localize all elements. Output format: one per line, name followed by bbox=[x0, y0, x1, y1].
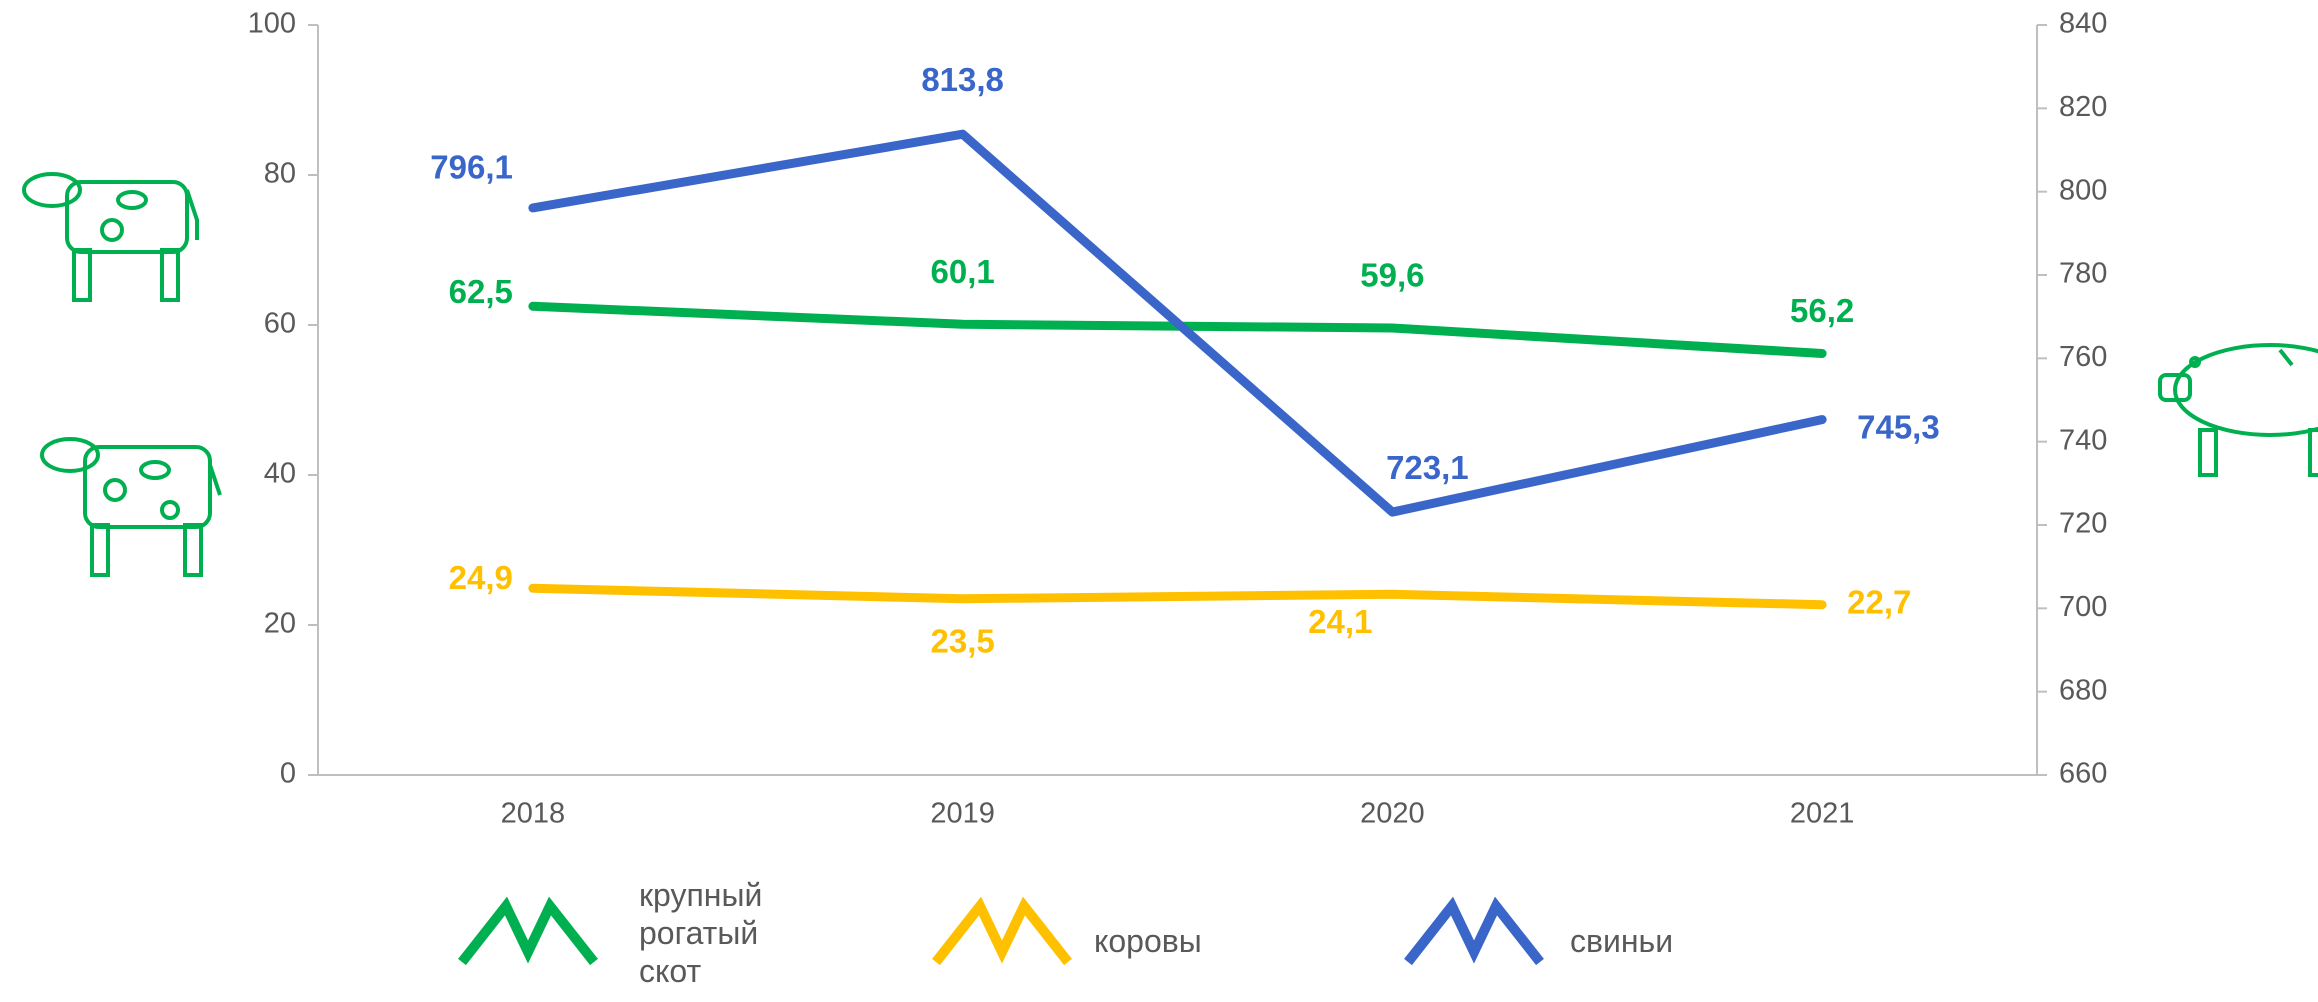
y2-tick-label: 760 bbox=[2059, 341, 2107, 373]
data-label: 813,8 bbox=[921, 61, 1004, 98]
data-label: 796,1 bbox=[430, 149, 513, 186]
y2-tick-label: 780 bbox=[2059, 258, 2107, 290]
data-label: 723,1 bbox=[1386, 449, 1469, 486]
y2-tick-label: 700 bbox=[2059, 591, 2107, 623]
legend-swatch bbox=[1404, 896, 1544, 966]
y2-tick-label: 680 bbox=[2059, 674, 2107, 706]
legend-label: крупный рогатый скот bbox=[639, 877, 763, 989]
y2-tick-label: 820 bbox=[2059, 91, 2107, 123]
data-label: 56,2 bbox=[1790, 292, 1854, 329]
cow-icon bbox=[22, 172, 199, 302]
series-line bbox=[528, 583, 1827, 610]
x-tick-label: 2018 bbox=[501, 798, 566, 830]
y-tick-label: 0 bbox=[280, 758, 296, 790]
x-tick-label: 2021 bbox=[1790, 798, 1855, 830]
data-label: 62,5 bbox=[449, 273, 513, 310]
data-label: 60,1 bbox=[931, 253, 995, 290]
y-tick-label: 40 bbox=[264, 458, 296, 490]
data-label: 59,6 bbox=[1360, 257, 1424, 294]
y2-tick-label: 660 bbox=[2059, 758, 2107, 790]
data-label: 745,3 bbox=[1857, 408, 1940, 445]
y2-tick-label: 720 bbox=[2059, 508, 2107, 540]
legend-swatch bbox=[458, 896, 598, 966]
series-line bbox=[528, 129, 1827, 517]
legend-label: свиньи bbox=[1570, 923, 1674, 959]
y2-tick-label: 840 bbox=[2059, 8, 2107, 40]
y-tick-label: 60 bbox=[264, 308, 296, 340]
x-tick-label: 2020 bbox=[1360, 798, 1425, 830]
y2-tick-label: 740 bbox=[2059, 424, 2107, 456]
data-label: 24,1 bbox=[1308, 603, 1372, 640]
data-label: 23,5 bbox=[931, 622, 995, 659]
y-tick-label: 20 bbox=[264, 608, 296, 640]
y2-tick-label: 800 bbox=[2059, 174, 2107, 206]
x-tick-label: 2019 bbox=[930, 798, 995, 830]
data-label: 24,9 bbox=[449, 559, 513, 596]
legend-label: коровы bbox=[1094, 923, 1202, 959]
y-tick-label: 80 bbox=[264, 158, 296, 190]
cow-icon bbox=[40, 437, 222, 577]
y-tick-label: 100 bbox=[248, 8, 296, 40]
legend-swatch bbox=[932, 896, 1072, 966]
data-label: 22,7 bbox=[1847, 583, 1911, 620]
series-line bbox=[528, 301, 1827, 358]
pig-icon bbox=[2158, 343, 2318, 477]
